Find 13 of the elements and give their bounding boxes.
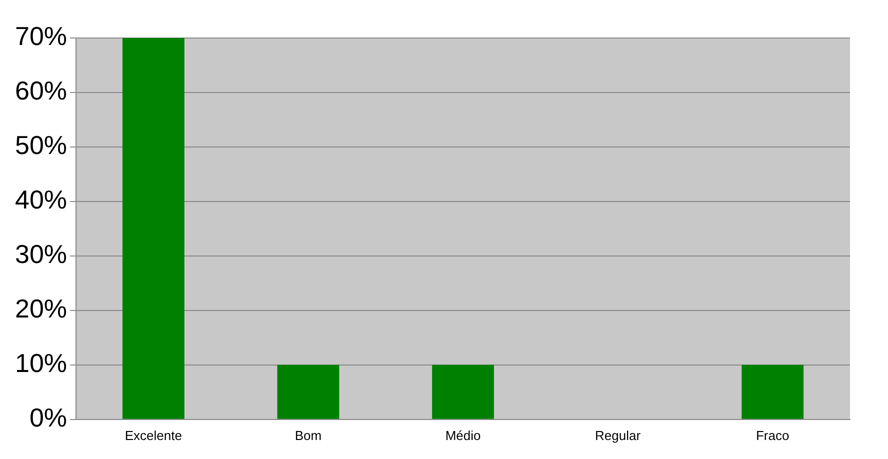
x-tick-label: Bom xyxy=(294,428,322,443)
y-tick-label: 30% xyxy=(14,239,68,270)
y-tick-label: 40% xyxy=(14,184,68,215)
x-tick-label: Médio xyxy=(445,428,481,443)
y-tick-label: 60% xyxy=(14,76,68,106)
y-tick-label: 10% xyxy=(14,348,68,378)
x-tick-label: Excelente xyxy=(124,428,182,443)
y-tick-label: 0% xyxy=(29,402,68,433)
y-tick-label: 70% xyxy=(14,21,68,52)
y-tick-label: 50% xyxy=(14,130,68,160)
y-tick-label: 20% xyxy=(14,294,68,324)
x-tick-label: Fraco xyxy=(756,428,790,443)
x-tick-label: Regular xyxy=(595,428,642,443)
